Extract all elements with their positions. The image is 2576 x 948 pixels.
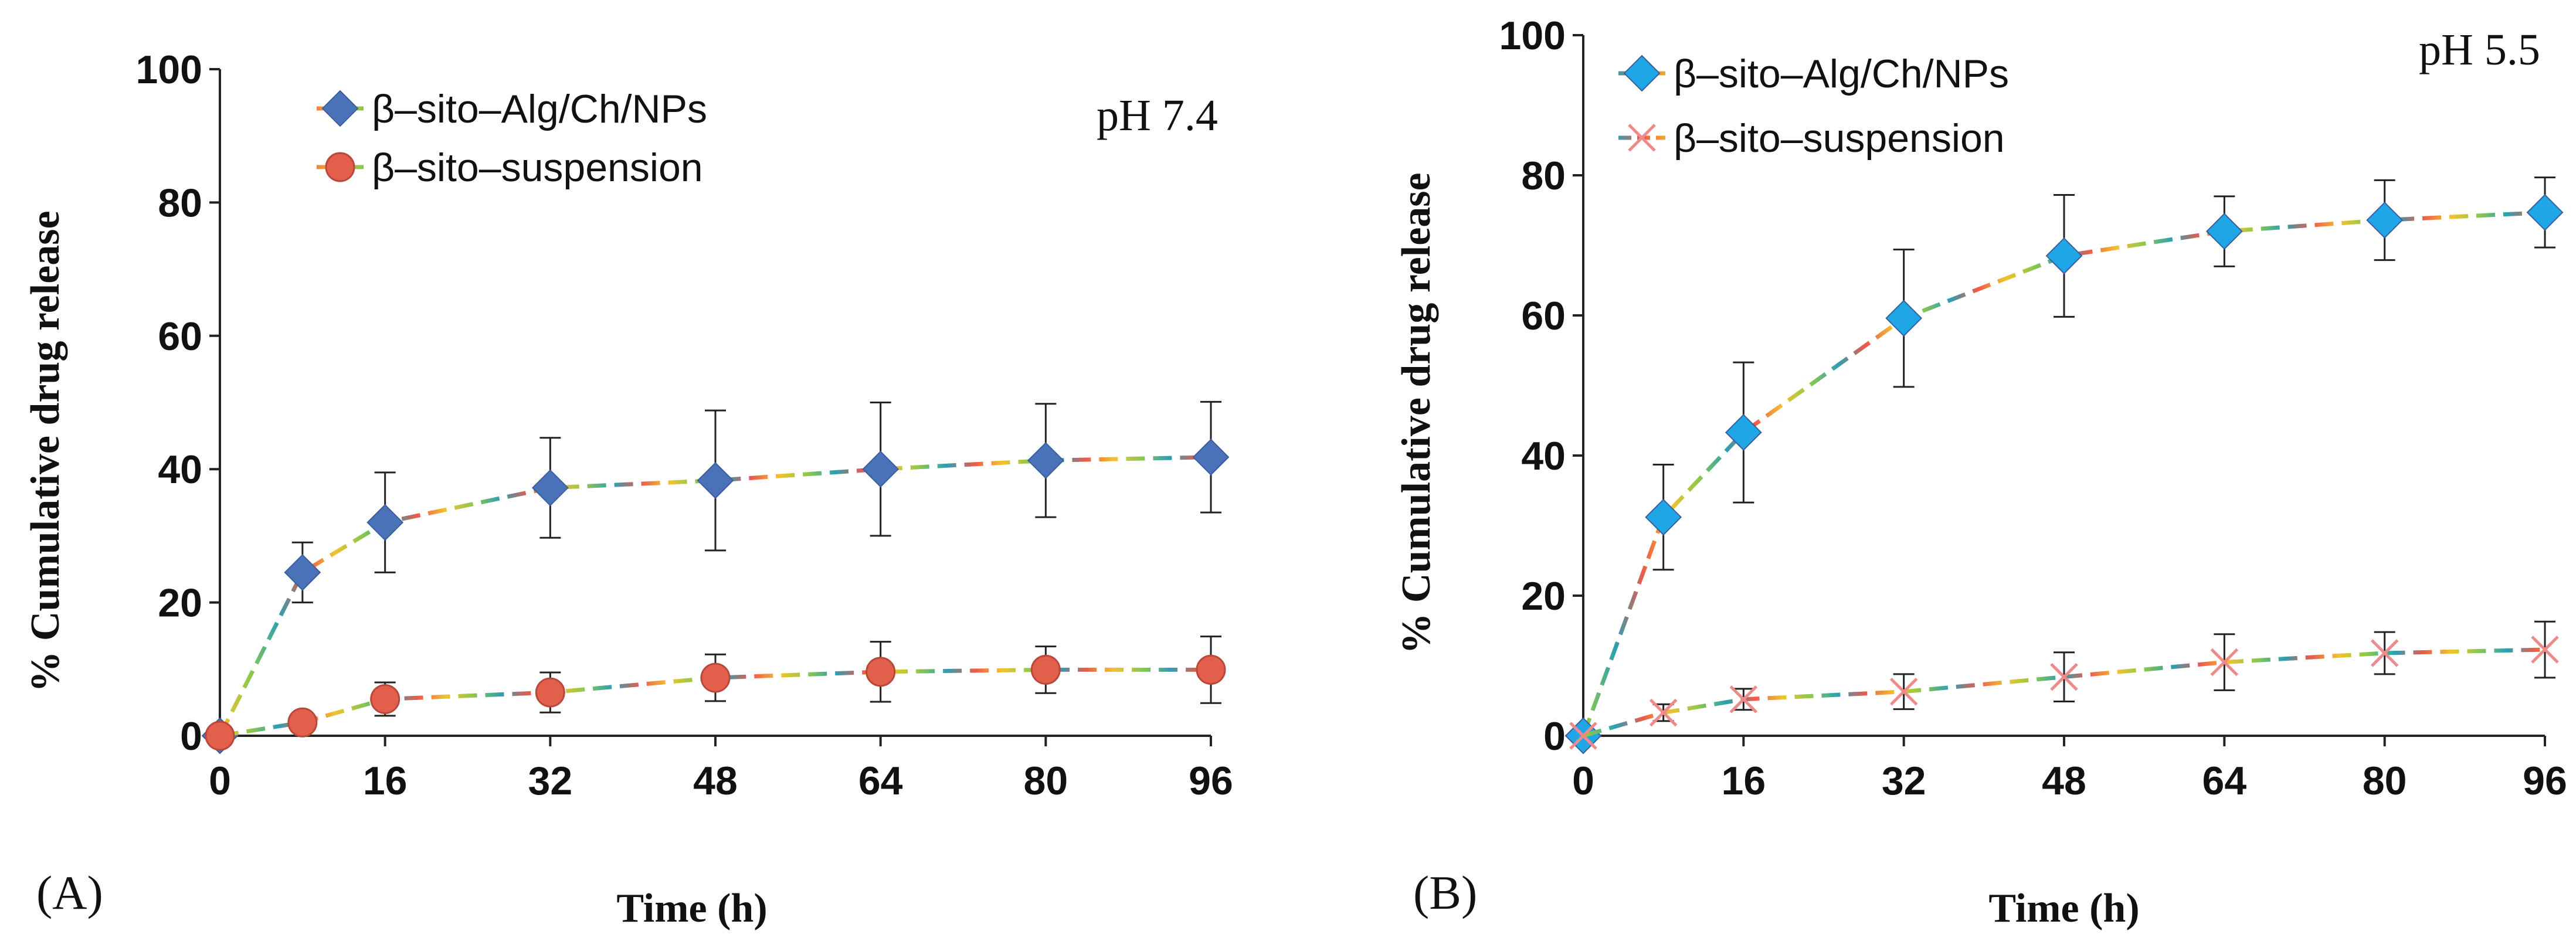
data-point	[535, 677, 565, 708]
x-axis-label: Time (h)	[616, 886, 767, 931]
series-1	[1564, 176, 2564, 755]
y-tick-label: 60	[1521, 294, 1566, 338]
data-point	[1569, 722, 1597, 750]
data-point	[700, 662, 731, 693]
y-tick-label: 80	[1521, 154, 1566, 198]
x-tick-label: 96	[1189, 759, 1233, 803]
x-tick-label: 96	[2523, 759, 2567, 803]
y-tick-label: 0	[1543, 714, 1566, 759]
x-tick-label: 0	[209, 759, 231, 803]
ph-annotation: pH 7.4	[1097, 91, 1218, 140]
data-point	[2045, 237, 2083, 274]
data-point	[1645, 498, 1682, 536]
panel-label: (B)	[1413, 866, 1477, 919]
data-point	[2526, 193, 2564, 231]
data-point	[1027, 442, 1064, 479]
legend-entry: β–sito–Alg/Ch/NPs	[1618, 52, 2009, 96]
data-point	[1729, 685, 1758, 713]
data-point	[1192, 439, 1230, 476]
x-tick-label: 48	[2042, 759, 2086, 803]
legend-marker	[325, 152, 355, 182]
data-point	[1196, 654, 1226, 685]
x-tick-label: 32	[1882, 759, 1926, 803]
panel-label: (A)	[36, 866, 103, 919]
legend-marker	[1623, 55, 1661, 92]
x-tick-label: 16	[1722, 759, 1766, 803]
y-tick-label: 40	[1521, 434, 1566, 478]
data-point	[531, 469, 569, 507]
x-tick-label: 80	[2363, 759, 2407, 803]
series-2	[205, 636, 1226, 751]
data-point	[366, 504, 404, 541]
data-point	[862, 450, 900, 488]
legend-marker	[1628, 124, 1656, 152]
data-point	[1885, 300, 1923, 337]
data-point	[697, 462, 734, 499]
data-point	[370, 684, 401, 714]
x-tick-label: 16	[363, 759, 408, 803]
data-point	[1030, 654, 1061, 685]
x-tick-label: 32	[528, 759, 573, 803]
legend-label: β–sito–suspension	[372, 145, 703, 190]
legend-entry: β–sito–suspension	[1618, 116, 2005, 161]
legend-label: β–sito–Alg/Ch/NPs	[372, 87, 707, 131]
data-point	[2531, 636, 2559, 664]
x-tick-label: 48	[693, 759, 738, 803]
y-tick-label: 60	[158, 314, 202, 359]
x-tick-label: 80	[1024, 759, 1068, 803]
data-point	[866, 657, 896, 687]
data-point	[205, 721, 235, 751]
data-point	[2366, 202, 2404, 239]
y-axis-label: % Cumulative drug release	[1394, 172, 1439, 654]
series-line	[1583, 647, 2546, 738]
legend-marker	[321, 90, 359, 127]
legend-label: β–sito–Alg/Ch/NPs	[1674, 52, 2009, 96]
ph-annotation: pH 5.5	[2419, 25, 2540, 74]
y-tick-label: 80	[158, 181, 202, 225]
legend-entry: β–sito–suspension	[317, 145, 703, 190]
y-tick-label: 100	[136, 47, 202, 92]
x-tick-label: 64	[2202, 759, 2247, 803]
data-point	[1725, 414, 1762, 451]
x-tick-label: 64	[858, 759, 903, 803]
legend-entry: β–sito–Alg/Ch/NPs	[317, 87, 707, 131]
data-point	[1649, 698, 1678, 727]
x-tick-label: 0	[1572, 759, 1594, 803]
y-tick-label: 100	[1499, 13, 1566, 58]
y-tick-label: 0	[180, 714, 202, 759]
data-point	[2370, 639, 2399, 667]
y-tick-label: 20	[1521, 574, 1566, 619]
series-line	[218, 455, 1211, 737]
chart-panel-a: (A) pH 7.4 Time (h) % Cumulative drug re…	[23, 47, 1233, 931]
data-point	[1889, 677, 1918, 706]
y-tick-label: 20	[158, 581, 202, 626]
data-point	[287, 707, 318, 738]
chart-panel-b: (B) pH 5.5 Time (h) % Cumulative drug re…	[1394, 13, 2567, 931]
data-point	[2210, 648, 2239, 677]
series-2	[1569, 620, 2559, 750]
data-point	[284, 554, 321, 591]
data-point	[2205, 213, 2243, 250]
y-axis-label: % Cumulative drug release	[23, 210, 68, 692]
y-tick-label: 40	[158, 447, 202, 492]
series-line	[1581, 210, 2546, 737]
x-axis-label: Time (h)	[1988, 886, 2139, 931]
data-point	[2050, 662, 2078, 691]
legend-label: β–sito–suspension	[1674, 116, 2005, 161]
